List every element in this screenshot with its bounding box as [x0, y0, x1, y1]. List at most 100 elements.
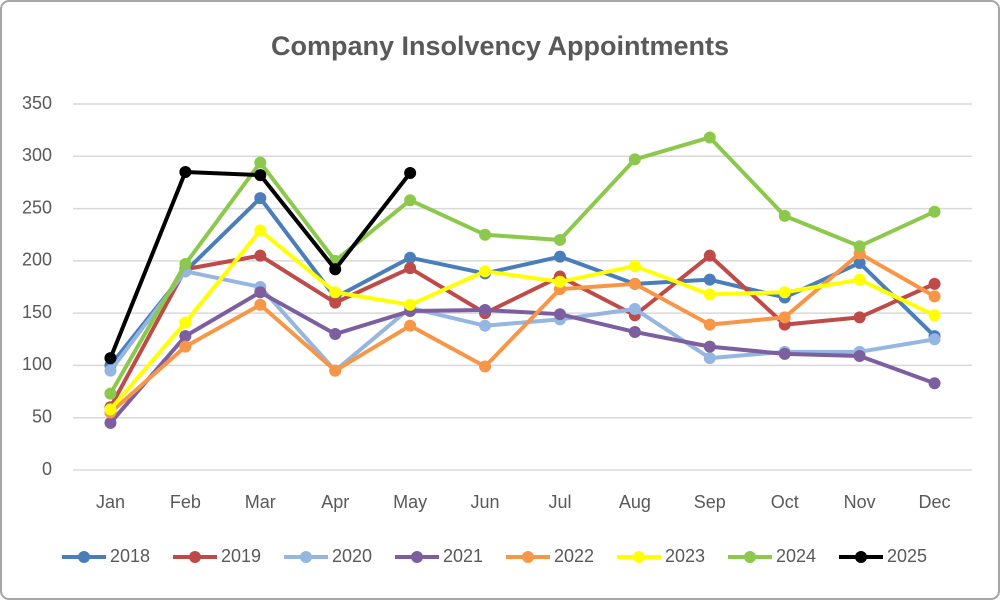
data-point	[254, 298, 267, 311]
data-point	[628, 302, 641, 315]
y-tick-label: 250	[22, 197, 52, 217]
data-point	[329, 286, 342, 299]
x-tick-label: Aug	[619, 492, 651, 512]
x-tick-label: Apr	[321, 492, 349, 512]
legend-label: 2019	[221, 546, 261, 566]
x-tick-label: Sep	[694, 492, 726, 512]
data-point	[628, 260, 641, 273]
data-point	[179, 330, 192, 343]
data-point	[254, 169, 267, 182]
data-point	[404, 167, 417, 180]
data-point	[928, 377, 941, 390]
data-point	[254, 156, 267, 169]
legend-marker	[300, 551, 312, 563]
data-point	[329, 364, 342, 377]
data-point	[553, 308, 566, 321]
data-point	[479, 360, 492, 373]
legend-marker	[744, 551, 756, 563]
data-point	[703, 340, 716, 353]
data-point	[928, 277, 941, 290]
data-point	[179, 165, 192, 178]
x-tick-label: May	[393, 492, 427, 512]
legend-marker	[522, 551, 534, 563]
data-point	[703, 273, 716, 286]
series-line	[108, 269, 935, 373]
x-tick-label: Jul	[548, 492, 571, 512]
data-point	[628, 277, 641, 290]
data-point	[928, 309, 941, 322]
y-tick-label: 100	[22, 354, 52, 374]
data-point	[853, 311, 866, 324]
y-tick-label: 300	[22, 145, 52, 165]
y-tick-label: 50	[32, 406, 52, 426]
data-point	[628, 325, 641, 338]
data-point	[104, 416, 117, 429]
data-point	[404, 298, 417, 311]
data-point	[778, 347, 791, 360]
data-point	[179, 257, 192, 270]
data-point	[104, 364, 117, 377]
data-point	[853, 256, 866, 269]
data-point	[404, 319, 417, 332]
data-point	[254, 286, 267, 299]
data-point	[254, 224, 267, 237]
legend-label: 2021	[443, 546, 483, 566]
y-tick-label: 0	[42, 459, 52, 479]
x-tick-label: Feb	[170, 492, 201, 512]
legend-label: 2020	[332, 546, 372, 566]
y-tick-label: 150	[22, 302, 52, 322]
data-point	[928, 205, 941, 218]
legend-marker	[189, 551, 201, 563]
data-point	[553, 250, 566, 263]
data-point	[179, 316, 192, 329]
data-point	[254, 192, 267, 205]
data-point	[479, 304, 492, 317]
series-line	[108, 290, 936, 425]
data-point	[104, 387, 117, 400]
data-point	[778, 311, 791, 324]
data-point	[404, 262, 417, 275]
data-point	[329, 263, 342, 276]
data-point	[928, 333, 941, 346]
legend-marker	[855, 551, 867, 563]
data-point	[404, 194, 417, 207]
x-tick-label: Jan	[96, 492, 125, 512]
data-point	[553, 275, 566, 288]
data-point	[703, 131, 716, 144]
data-point	[104, 403, 117, 416]
data-point	[479, 319, 492, 332]
data-point	[254, 249, 267, 262]
legend-label: 2024	[776, 546, 816, 566]
data-point	[703, 352, 716, 365]
legend-label: 2023	[665, 546, 705, 566]
series-line	[108, 135, 936, 395]
data-point	[329, 328, 342, 341]
data-point	[104, 352, 117, 365]
data-point	[404, 251, 417, 264]
x-tick-label: Dec	[919, 492, 951, 512]
y-tick-label: 350	[22, 93, 52, 113]
series-line	[108, 253, 936, 409]
data-point	[628, 153, 641, 166]
series-line	[108, 228, 936, 411]
data-point	[778, 286, 791, 299]
data-point	[329, 296, 342, 309]
data-point	[703, 288, 716, 301]
data-point	[553, 233, 566, 246]
x-tick-label: Nov	[844, 492, 876, 512]
legend-marker	[633, 551, 645, 563]
y-tick-label: 200	[22, 250, 52, 270]
data-point	[479, 228, 492, 241]
data-point	[479, 265, 492, 278]
data-point	[179, 340, 192, 353]
data-point	[853, 240, 866, 253]
series-line	[109, 251, 936, 414]
data-point	[928, 290, 941, 303]
data-point	[853, 273, 866, 286]
data-point	[853, 350, 866, 363]
legend-label: 2022	[554, 546, 594, 566]
x-tick-label: Oct	[771, 492, 799, 512]
